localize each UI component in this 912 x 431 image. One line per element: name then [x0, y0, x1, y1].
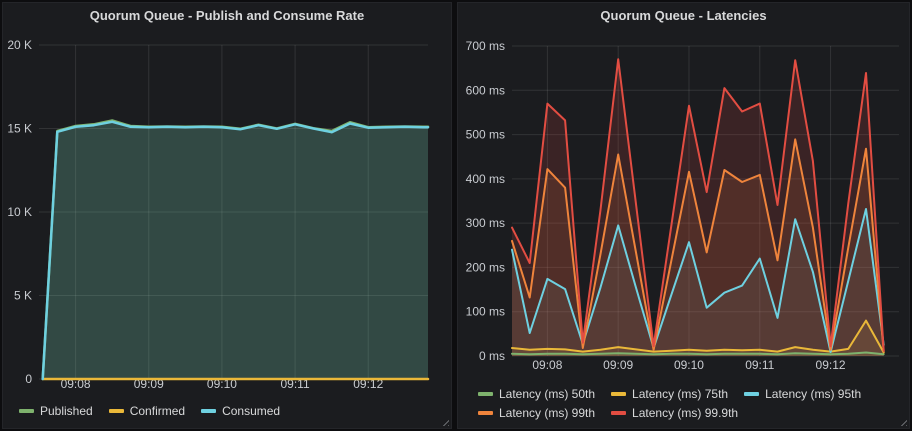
x-tick-label: 09:10	[674, 358, 704, 372]
y-tick-label: 15 K	[7, 122, 32, 136]
panel-title[interactable]: Quorum Queue - Latencies	[600, 8, 767, 23]
legend-swatch-icon	[611, 392, 627, 396]
series-lines	[511, 58, 885, 356]
legend-swatch-icon	[478, 392, 493, 396]
legend-item-latency-ms-75th[interactable]: Latency (ms) 75th	[611, 387, 728, 401]
series-line-latency-ms-50th	[511, 351, 885, 356]
y-tick-label: 600 ms	[466, 83, 505, 97]
series-line-latency-ms-95th	[511, 208, 885, 353]
legend-label: Latency (ms) 95th	[765, 387, 862, 401]
x-tick-label: 09:09	[134, 377, 164, 391]
x-tick-label: 09:12	[816, 358, 846, 372]
legend-swatch-icon	[611, 411, 627, 415]
legend-item-latency-ms-99th[interactable]: Latency (ms) 99th	[478, 406, 595, 420]
y-tick-label: 10 K	[7, 205, 32, 219]
legend-label: Latency (ms) 50th	[499, 387, 596, 401]
latency-chart[interactable]: 700 ms 600 ms 500 ms 400 ms 300 ms 200 ms 100 …	[458, 27, 909, 383]
rate-chart[interactable]: 20 K 15 K 10 K 5 K 0 09:08 09:09 09:10 09:11 09:1…	[3, 27, 451, 399]
panel-title[interactable]: Quorum Queue - Publish and Consume Rate	[89, 8, 365, 23]
y-tick-label: 300 ms	[466, 216, 505, 230]
panel-publish-consume-rate: Quorum Queue - Publish and Consume Rate …	[2, 2, 452, 429]
legend-label: Latency (ms) 75th	[632, 387, 729, 401]
series-area-consumed	[42, 121, 428, 380]
y-tick-label: 0 ms	[479, 349, 505, 363]
legend-swatch-icon	[744, 392, 760, 396]
series-area-latency-ms-99th	[512, 139, 884, 356]
legend-swatch-icon	[478, 411, 493, 415]
legend-item-confirmed[interactable]: Confirmed	[108, 404, 186, 418]
panel-resize-handle[interactable]	[440, 417, 449, 426]
y-tick-label: 200 ms	[466, 260, 505, 274]
legend-label: Confirmed	[129, 404, 186, 418]
legend-item-latency-ms-99-9th[interactable]: Latency (ms) 99.9th	[611, 406, 738, 420]
series-area-published	[42, 120, 428, 379]
legend-row: Latency (ms) 50th Latency (ms) 75th Latenc…	[478, 386, 861, 402]
panel-resize-handle[interactable]	[898, 417, 907, 426]
y-tick-label: 5 K	[14, 289, 32, 303]
series-line-consumed	[41, 120, 430, 381]
series-line-latency-ms-99-9th	[511, 58, 885, 352]
series-area-latency-ms-75th	[512, 320, 884, 356]
panel-latencies: Quorum Queue - Latencies 700 ms 600 ms 500…	[457, 2, 910, 429]
legend-item-published[interactable]: Published	[19, 404, 93, 418]
legend-swatch-icon	[201, 409, 217, 413]
legend-label: Latency (ms) 99th	[499, 406, 596, 420]
legend-item-latency-ms-50th[interactable]: Latency (ms) 50th	[478, 387, 595, 401]
series-lines	[41, 119, 430, 381]
legend-rate: Published Confirmed Consumed	[19, 403, 280, 419]
y-tick-label: 400 ms	[466, 172, 505, 186]
y-tick-label: 100 ms	[466, 305, 505, 319]
legend-swatch-icon	[108, 409, 124, 413]
legend-label: Latency (ms) 99.9th	[632, 406, 739, 420]
y-tick-label: 20 K	[7, 38, 32, 52]
y-tick-label: 500 ms	[466, 128, 505, 142]
series-line-latency-ms-75th	[511, 319, 885, 354]
legend-row: Published Confirmed Consumed	[19, 403, 280, 419]
y-tick-label: 0	[25, 372, 32, 386]
legend-label: Consumed	[222, 404, 281, 418]
x-tick-label: 09:11	[281, 377, 310, 391]
legend-swatch-icon	[19, 409, 34, 413]
x-tick-label: 09:12	[353, 377, 383, 391]
legend-latency: Latency (ms) 50th Latency (ms) 75th Latenc…	[478, 386, 861, 421]
y-tick-label: 700 ms	[466, 39, 505, 53]
x-tick-label: 09:08	[61, 377, 91, 391]
legend-item-consumed[interactable]: Consumed	[201, 404, 280, 418]
x-tick-label: 09:11	[745, 358, 774, 372]
grid	[512, 45, 899, 357]
legend-item-latency-ms-95th[interactable]: Latency (ms) 95th	[744, 387, 861, 401]
legend-label: Published	[40, 404, 93, 418]
x-tick-label: 09:09	[603, 358, 633, 372]
series-line-latency-ms-99th	[511, 138, 885, 353]
x-tick-label: 09:08	[532, 358, 562, 372]
legend-row: Latency (ms) 99th Latency (ms) 99.9th	[478, 405, 861, 421]
series-areas	[42, 120, 428, 380]
x-tick-label: 09:10	[207, 377, 237, 391]
